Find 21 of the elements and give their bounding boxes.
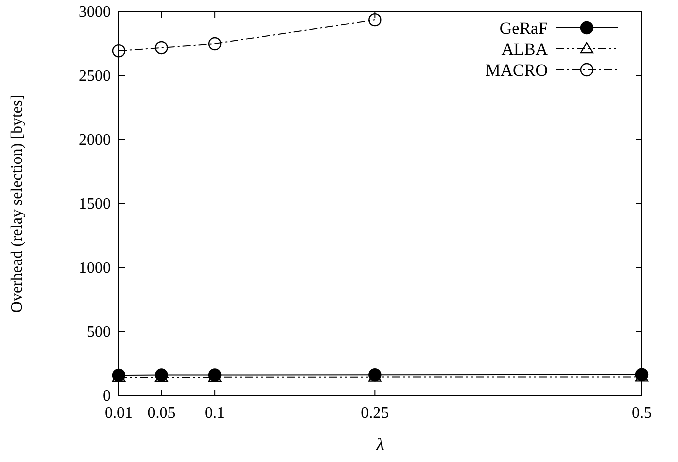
legend-label: ALBA	[502, 40, 549, 59]
x-tick-label: 0.25	[361, 405, 390, 422]
point	[155, 41, 168, 55]
x-tick-label: 0.01	[105, 405, 133, 422]
x-axis-title: λ	[376, 435, 384, 454]
y-axis-title: Overhead (relay selection) [bytes]	[9, 94, 26, 314]
y-tick-label: 2500	[79, 68, 111, 85]
x-tick-label: 0.5	[632, 405, 652, 422]
point	[112, 44, 126, 58]
y-tick-label: 500	[87, 324, 111, 341]
x-tick-label: 0.1	[205, 405, 226, 422]
y-tick-label: 0	[103, 388, 111, 405]
y-tick-label: 1000	[79, 260, 111, 277]
y-tick-label: 3000	[79, 4, 111, 21]
y-tick-label: 1500	[79, 196, 111, 213]
y-tick-label: 2000	[79, 132, 111, 149]
legend-label: GeRaF	[500, 19, 548, 38]
point	[368, 13, 382, 27]
point	[208, 37, 222, 51]
x-tick-label: 0.05	[148, 405, 176, 422]
legend-label: MACRO	[486, 61, 548, 80]
